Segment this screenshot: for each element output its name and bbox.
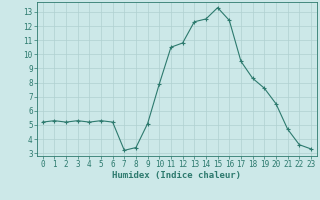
X-axis label: Humidex (Indice chaleur): Humidex (Indice chaleur)	[112, 171, 241, 180]
